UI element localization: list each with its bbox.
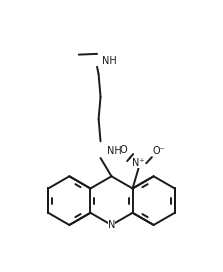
Text: N: N [108, 220, 115, 230]
Text: O⁻: O⁻ [152, 146, 165, 156]
Text: O: O [119, 145, 127, 155]
Text: NH: NH [102, 57, 116, 66]
Text: N⁺: N⁺ [132, 158, 145, 168]
Text: NH: NH [107, 146, 121, 156]
